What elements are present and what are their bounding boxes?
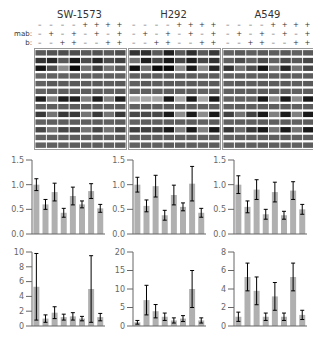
svg-text:15: 15	[115, 266, 125, 275]
svg-text:1.0: 1.0	[213, 181, 226, 190]
svg-text:6: 6	[19, 277, 24, 286]
svg-text:1.0: 1.0	[112, 181, 125, 190]
svg-text:0: 0	[120, 322, 125, 331]
html-text:mab:: mab:	[14, 30, 32, 38]
svg-text:0.5: 0.5	[213, 205, 226, 214]
svg-text:1.5: 1.5	[213, 156, 226, 165]
svg-text:8: 8	[19, 263, 24, 272]
html-text:SW-1573: SW-1573	[57, 9, 102, 20]
svg-text:10: 10	[115, 285, 125, 294]
svg-text:4: 4	[19, 292, 24, 301]
svg-text:0.5: 0.5	[11, 205, 24, 214]
svg-text:0: 0	[19, 322, 24, 331]
html-text:A549: A549	[254, 9, 281, 20]
svg-text:8: 8	[221, 248, 226, 257]
svg-text:0.0: 0.0	[112, 230, 125, 239]
svg-text:2: 2	[221, 303, 226, 312]
svg-text:5: 5	[120, 303, 125, 312]
svg-text:0.5: 0.5	[112, 205, 125, 214]
svg-text:0.0: 0.0	[11, 230, 24, 239]
html-text:H292: H292	[160, 9, 187, 20]
svg-text:10: 10	[14, 248, 24, 257]
svg-text:0.0: 0.0	[213, 230, 226, 239]
svg-text:4: 4	[221, 285, 226, 294]
html-text:b:: b:	[25, 39, 32, 47]
svg-text:1.0: 1.0	[11, 181, 24, 190]
svg-text:20: 20	[115, 248, 125, 257]
svg-text:6: 6	[221, 266, 226, 275]
svg-text:1.5: 1.5	[11, 156, 24, 165]
svg-text:0: 0	[221, 322, 226, 331]
svg-text:2: 2	[19, 307, 24, 316]
svg-text:1.5: 1.5	[112, 156, 125, 165]
